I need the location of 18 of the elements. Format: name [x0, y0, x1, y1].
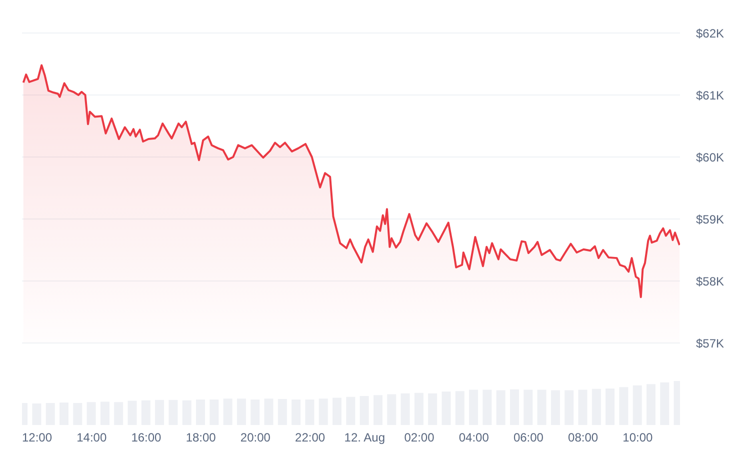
x-tick-label: 10:00: [622, 430, 654, 445]
x-tick-label: 02:00: [404, 430, 435, 445]
x-tick-label: 22:00: [295, 430, 326, 445]
x-tick-label: 16:00: [131, 430, 162, 445]
y-tick-label: $62K: [696, 26, 724, 40]
x-tick-label: 18:00: [186, 430, 216, 445]
y-tick-label: $61K: [696, 88, 724, 102]
x-tick-label: 12. Aug: [344, 430, 386, 445]
y-tick-label: $58K: [696, 274, 724, 288]
x-tick-label: 14:00: [76, 430, 107, 445]
x-tick-label: 06:00: [513, 430, 544, 445]
y-tick-label: $57K: [696, 336, 724, 350]
y-tick-label: $59K: [696, 212, 724, 226]
x-tick-label: 20:00: [240, 430, 271, 445]
x-tick-label: 08:00: [568, 430, 598, 445]
x-tick-label: 12:00: [22, 430, 52, 445]
y-tick-label: $60K: [696, 150, 724, 164]
x-tick-label: 04:00: [458, 430, 490, 445]
